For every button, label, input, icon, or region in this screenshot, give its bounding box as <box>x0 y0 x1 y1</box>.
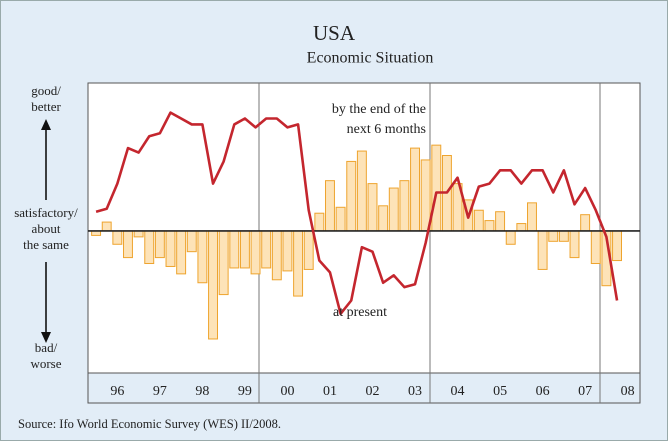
bar <box>399 180 410 232</box>
bar <box>112 230 123 245</box>
bar <box>144 230 155 265</box>
x-tick-label: 97 <box>153 384 167 399</box>
bar <box>123 230 133 259</box>
x-tick-label: 00 <box>280 384 294 399</box>
bar <box>335 206 346 232</box>
arrow-head <box>41 119 51 130</box>
bar <box>356 150 367 232</box>
x-tick-label: 99 <box>238 384 252 399</box>
arrow-head <box>41 332 51 343</box>
bar <box>473 209 484 232</box>
x-tick-label: 05 <box>493 384 507 399</box>
bar <box>505 230 516 245</box>
chart-title: USA <box>313 21 356 45</box>
bar <box>165 230 176 267</box>
bar <box>229 230 240 269</box>
source: Source: Ifo World Economic Survey (WES) … <box>18 417 281 431</box>
bar <box>410 147 420 232</box>
bar <box>612 230 623 262</box>
bar <box>590 230 601 265</box>
bar <box>558 230 569 242</box>
bar <box>261 230 272 269</box>
bar <box>271 230 282 281</box>
bar <box>101 221 112 232</box>
bar <box>527 202 537 232</box>
annotation: by the end of the <box>332 102 426 117</box>
bar <box>346 160 357 232</box>
bar <box>250 230 261 275</box>
bar <box>495 211 506 232</box>
line <box>95 111 619 316</box>
x-tick-label: 08 <box>621 384 635 399</box>
bar <box>537 230 548 270</box>
x-tick-label: 01 <box>323 384 337 399</box>
bar <box>186 230 197 253</box>
bar <box>197 230 208 284</box>
x-tick-label: 03 <box>408 384 422 399</box>
x-tick-label: 06 <box>536 384 550 399</box>
bar <box>176 230 187 275</box>
bar <box>484 220 495 232</box>
x-tick-label: 98 <box>195 384 209 399</box>
bar <box>133 230 144 238</box>
bar <box>388 187 399 232</box>
bar <box>208 230 218 340</box>
y-side-label: satisfactory/ <box>14 205 78 220</box>
x-axis-band <box>87 372 641 404</box>
bar <box>569 230 580 259</box>
bar <box>282 230 293 272</box>
y-side-label: better <box>31 99 61 114</box>
bar <box>580 214 591 232</box>
bar <box>218 230 229 296</box>
chart-subtitle: Economic Situation <box>307 50 434 67</box>
y-side-label: bad/ <box>35 340 58 355</box>
annotation: at present <box>333 305 387 320</box>
bar <box>378 205 389 232</box>
y-side-label: the same <box>23 237 69 252</box>
x-tick-label: 96 <box>110 384 124 399</box>
bar <box>325 180 335 232</box>
x-tick-label: 04 <box>451 384 465 399</box>
x-tick-label: 02 <box>366 384 380 399</box>
bar <box>420 159 431 232</box>
y-side-label: worse <box>30 356 61 371</box>
y-side-label: good/ <box>31 83 61 98</box>
bar <box>303 230 314 270</box>
x-tick-label: 07 <box>578 384 592 399</box>
bar <box>516 223 527 232</box>
bar <box>314 212 325 232</box>
bar <box>431 144 442 232</box>
bar <box>548 230 559 242</box>
bar <box>367 183 378 232</box>
bar <box>239 230 250 269</box>
bar <box>154 230 165 259</box>
bar <box>293 230 304 297</box>
annotation: next 6 months <box>347 122 426 137</box>
y-side-label: about <box>32 221 61 236</box>
